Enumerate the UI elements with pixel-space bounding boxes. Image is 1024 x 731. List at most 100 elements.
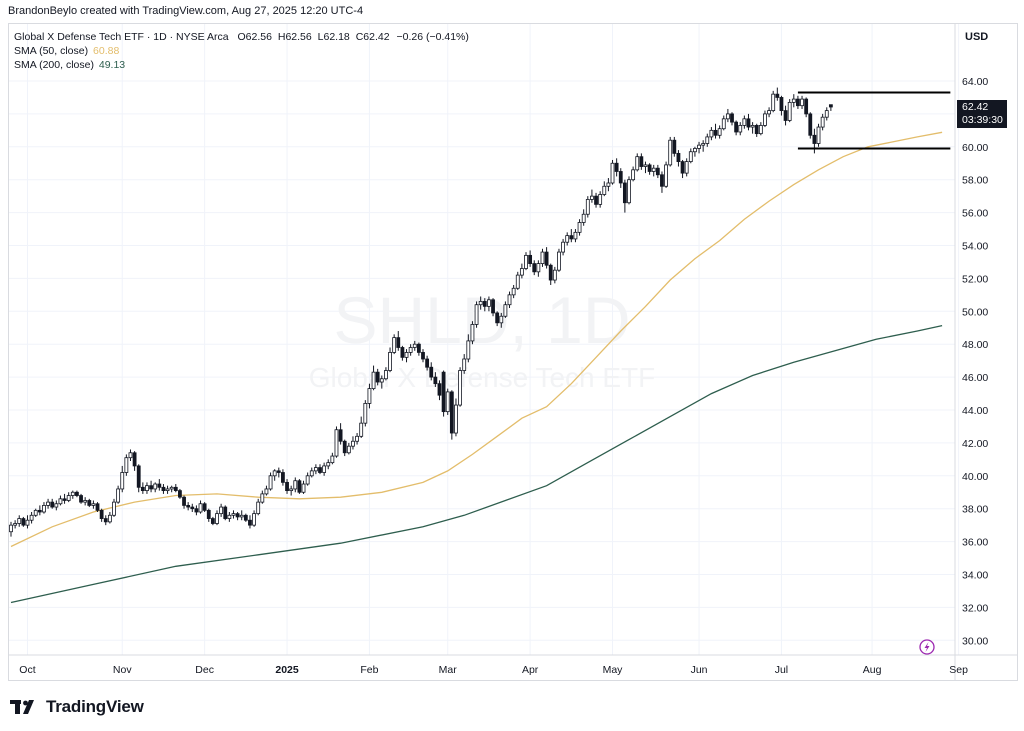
bar-countdown: 03:39:30 bbox=[962, 114, 1003, 126]
price-tick-label: 34.00 bbox=[962, 570, 988, 582]
candle-body-down bbox=[99, 509, 104, 519]
candle bbox=[544, 247, 549, 269]
candle bbox=[70, 490, 75, 499]
candle-body-up bbox=[503, 304, 508, 317]
candle bbox=[449, 390, 454, 440]
candle-body-up bbox=[256, 501, 261, 515]
candle bbox=[503, 301, 508, 318]
candle-body-down bbox=[132, 452, 137, 467]
candle bbox=[454, 398, 458, 437]
candle bbox=[429, 362, 434, 381]
candle bbox=[763, 110, 767, 128]
lightning-icon-bolt bbox=[924, 642, 930, 652]
candle-body-up bbox=[145, 485, 149, 492]
candle bbox=[540, 248, 545, 267]
candle bbox=[83, 497, 88, 506]
candle bbox=[515, 271, 520, 290]
candle bbox=[519, 263, 524, 279]
candle-body-up bbox=[598, 194, 603, 205]
candle-body-down bbox=[779, 97, 784, 112]
candle bbox=[660, 171, 664, 193]
candle bbox=[787, 99, 792, 123]
candle bbox=[466, 334, 471, 363]
candle-body-down bbox=[429, 366, 434, 378]
candle bbox=[54, 500, 59, 511]
candle-body-up bbox=[581, 213, 586, 223]
candle bbox=[342, 439, 347, 457]
candle-body-down bbox=[528, 254, 533, 264]
candle-body-up bbox=[763, 113, 767, 126]
candle bbox=[421, 349, 425, 363]
candle bbox=[828, 104, 833, 111]
candle-body-down bbox=[796, 98, 800, 107]
candle-body-down bbox=[672, 139, 677, 154]
candle bbox=[62, 493, 67, 504]
candle-body-down bbox=[812, 134, 817, 144]
candle bbox=[812, 128, 817, 154]
candle bbox=[351, 436, 355, 450]
candle-body-up bbox=[322, 465, 327, 473]
candle-body-up bbox=[264, 488, 269, 495]
candle-body-up bbox=[725, 113, 730, 120]
candle-body-down bbox=[433, 376, 438, 385]
candle-body-up bbox=[709, 129, 714, 138]
candle-body-up bbox=[313, 467, 318, 472]
time-tick-label: Dec bbox=[195, 664, 214, 676]
candle bbox=[495, 311, 500, 327]
candle-body-down bbox=[713, 129, 718, 136]
currency-label[interactable]: USD bbox=[965, 31, 989, 43]
candle-body-down bbox=[734, 121, 739, 133]
time-tick-label: Oct bbox=[19, 664, 35, 676]
candle-body-up bbox=[688, 151, 693, 163]
candle-body-up bbox=[227, 514, 232, 519]
candle-body-down bbox=[639, 156, 644, 167]
candle bbox=[384, 367, 388, 381]
candle bbox=[482, 298, 487, 312]
candle-body-down bbox=[783, 110, 788, 121]
sma200-label: SMA (200, close) bbox=[14, 59, 94, 71]
candle-body-up bbox=[260, 493, 265, 503]
candle-body-up bbox=[540, 251, 545, 264]
candle-body-up bbox=[33, 509, 38, 516]
candle bbox=[17, 515, 22, 527]
candle bbox=[107, 511, 112, 524]
candle-body-up bbox=[13, 523, 18, 526]
candle-body-down bbox=[804, 98, 809, 115]
candle bbox=[165, 485, 170, 494]
candle-body-up bbox=[408, 347, 413, 353]
candle-body-up bbox=[112, 501, 116, 516]
candle bbox=[235, 511, 240, 521]
candle bbox=[400, 345, 405, 361]
time-tick-label: 2025 bbox=[275, 664, 299, 676]
candle-body-up bbox=[412, 343, 417, 348]
candle bbox=[684, 158, 689, 177]
candle bbox=[808, 112, 813, 139]
candle bbox=[585, 196, 590, 218]
lightning-icon[interactable] bbox=[919, 639, 935, 655]
candle-body-up bbox=[454, 404, 458, 434]
candle-body-up bbox=[404, 352, 409, 358]
candle bbox=[651, 164, 656, 177]
candle bbox=[239, 510, 244, 521]
candle bbox=[116, 485, 121, 504]
candle-body-down bbox=[202, 503, 207, 511]
candle bbox=[532, 260, 537, 276]
candle bbox=[313, 464, 318, 475]
candle bbox=[730, 112, 734, 126]
candle-body-down bbox=[396, 337, 401, 348]
candle-body-down bbox=[342, 440, 347, 454]
candle bbox=[338, 423, 343, 445]
candle bbox=[202, 502, 207, 512]
candle-body-down bbox=[746, 118, 751, 128]
candle bbox=[289, 485, 294, 496]
change-value: −0.26 (−0.41%) bbox=[396, 31, 469, 43]
candle-body-up bbox=[787, 101, 792, 121]
candle-body-up bbox=[701, 143, 706, 146]
candle-body-down bbox=[425, 358, 430, 368]
price-tick-label: 36.00 bbox=[962, 537, 988, 549]
candle bbox=[322, 462, 327, 476]
candle-body-down bbox=[37, 509, 42, 513]
candle-body-up bbox=[462, 358, 467, 371]
candle-body-down bbox=[182, 496, 186, 506]
